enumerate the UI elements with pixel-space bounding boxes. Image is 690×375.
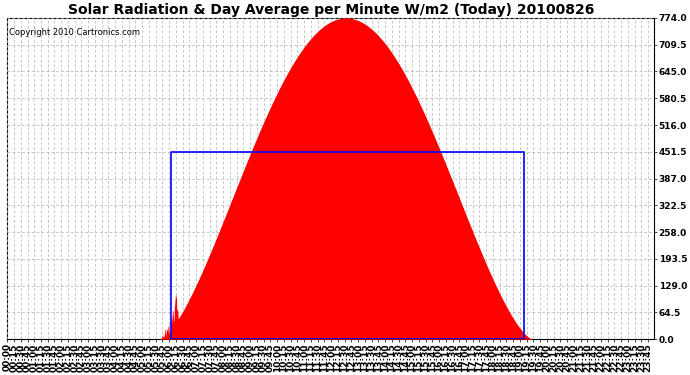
Title: Solar Radiation & Day Average per Minute W/m2 (Today) 20100826: Solar Radiation & Day Average per Minute… — [68, 3, 594, 17]
Text: Copyright 2010 Cartronics.com: Copyright 2010 Cartronics.com — [9, 28, 140, 37]
